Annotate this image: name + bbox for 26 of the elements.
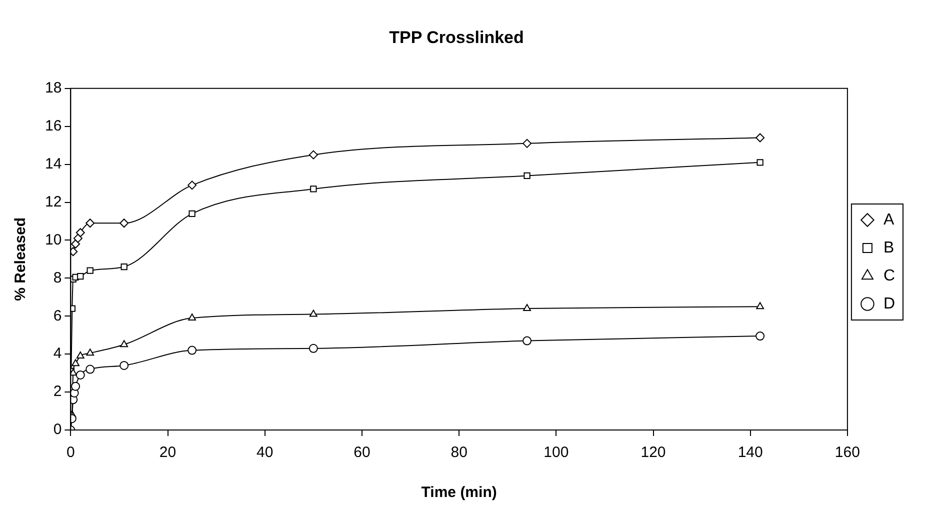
y-tick-label: 12 xyxy=(44,193,62,210)
y-tick-label: 18 xyxy=(44,80,62,97)
x-tick-label: 100 xyxy=(544,444,569,462)
x-axis-title: Time (min) xyxy=(421,484,497,502)
y-tick-label: 16 xyxy=(44,117,62,134)
x-tick-label: 60 xyxy=(354,444,370,462)
legend-label: C xyxy=(883,267,896,284)
chart-title: TPP Crosslinked xyxy=(389,28,524,47)
x-tick-label: 40 xyxy=(256,444,274,462)
y-tick-label: 10 xyxy=(44,231,62,248)
x-tick-label: 80 xyxy=(450,444,468,462)
y-axis-title: % Released xyxy=(12,218,30,301)
x-tick-label: 20 xyxy=(159,444,176,462)
legend-label: B xyxy=(883,239,894,256)
y-tick-label: 8 xyxy=(53,269,62,286)
x-tick-label: 120 xyxy=(640,444,666,462)
legend-label: D xyxy=(883,295,896,312)
y-tick-label: 4 xyxy=(53,345,62,362)
y-tick-label: 0 xyxy=(53,421,62,438)
y-tick-label: 6 xyxy=(53,307,62,324)
y-tick-label: 14 xyxy=(44,155,62,172)
x-tick-label: 0 xyxy=(66,444,75,462)
x-tick-label: 160 xyxy=(834,444,860,462)
legend-label: A xyxy=(883,211,894,228)
x-tick-label: 140 xyxy=(738,444,763,462)
y-tick-label: 2 xyxy=(53,383,62,400)
